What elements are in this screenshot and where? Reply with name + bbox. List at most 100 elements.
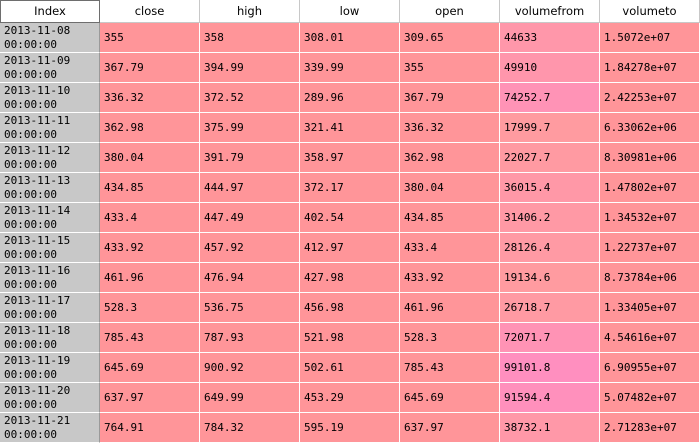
cell-low[interactable]: 453.29 [300,383,400,413]
index-cell[interactable]: 2013-11-21 00:00:00 [0,413,100,443]
column-header-open[interactable]: open [400,0,500,23]
cell-open[interactable]: 461.96 [400,293,500,323]
cell-volumefrom[interactable]: 17999.7 [500,113,600,143]
index-cell[interactable]: 2013-11-14 00:00:00 [0,203,100,233]
cell-high[interactable]: 447.49 [200,203,300,233]
cell-close[interactable]: 433.4 [100,203,200,233]
cell-high[interactable]: 784.32 [200,413,300,443]
cell-volumefrom[interactable]: 19134.6 [500,263,600,293]
cell-volumeto[interactable]: 2.71283e+07 [600,413,700,443]
cell-low[interactable]: 595.19 [300,413,400,443]
cell-volumefrom[interactable]: 49910 [500,53,600,83]
cell-close[interactable]: 380.04 [100,143,200,173]
cell-high[interactable]: 900.92 [200,353,300,383]
cell-open[interactable]: 785.43 [400,353,500,383]
cell-volumefrom[interactable]: 31406.2 [500,203,600,233]
cell-volumeto[interactable]: 1.47802e+07 [600,173,700,203]
cell-close[interactable]: 764.91 [100,413,200,443]
cell-low[interactable]: 289.96 [300,83,400,113]
index-cell[interactable]: 2013-11-18 00:00:00 [0,323,100,353]
cell-open[interactable]: 309.65 [400,23,500,53]
column-header-volumeto[interactable]: volumeto [600,0,700,23]
cell-volumeto[interactable]: 2.42253e+07 [600,83,700,113]
index-cell[interactable]: 2013-11-15 00:00:00 [0,233,100,263]
index-cell[interactable]: 2013-11-16 00:00:00 [0,263,100,293]
cell-high[interactable]: 457.92 [200,233,300,263]
cell-high[interactable]: 358 [200,23,300,53]
cell-volumefrom[interactable]: 99101.8 [500,353,600,383]
index-cell[interactable]: 2013-11-20 00:00:00 [0,383,100,413]
cell-open[interactable]: 433.4 [400,233,500,263]
cell-open[interactable]: 336.32 [400,113,500,143]
cell-volumeto[interactable]: 1.34532e+07 [600,203,700,233]
cell-close[interactable]: 367.79 [100,53,200,83]
column-header-close[interactable]: close [100,0,200,23]
index-cell[interactable]: 2013-11-09 00:00:00 [0,53,100,83]
index-cell[interactable]: 2013-11-11 00:00:00 [0,113,100,143]
cell-volumefrom[interactable]: 28126.4 [500,233,600,263]
cell-low[interactable]: 412.97 [300,233,400,263]
cell-volumeto[interactable]: 1.5072e+07 [600,23,700,53]
cell-volumefrom[interactable]: 26718.7 [500,293,600,323]
cell-volumefrom[interactable]: 22027.7 [500,143,600,173]
index-cell[interactable]: 2013-11-08 00:00:00 [0,23,100,53]
cell-close[interactable]: 461.96 [100,263,200,293]
cell-high[interactable]: 394.99 [200,53,300,83]
cell-volumefrom[interactable]: 91594.4 [500,383,600,413]
cell-volumeto[interactable]: 5.07482e+07 [600,383,700,413]
cell-volumefrom[interactable]: 36015.4 [500,173,600,203]
index-cell[interactable]: 2013-11-12 00:00:00 [0,143,100,173]
cell-low[interactable]: 372.17 [300,173,400,203]
cell-volumefrom[interactable]: 72071.7 [500,323,600,353]
cell-volumeto[interactable]: 1.84278e+07 [600,53,700,83]
cell-open[interactable]: 645.69 [400,383,500,413]
cell-high[interactable]: 444.97 [200,173,300,203]
cell-volumefrom[interactable]: 74252.7 [500,83,600,113]
cell-volumeto[interactable]: 8.30981e+06 [600,143,700,173]
cell-volumefrom[interactable]: 44633 [500,23,600,53]
cell-open[interactable]: 362.98 [400,143,500,173]
cell-open[interactable]: 434.85 [400,203,500,233]
cell-low[interactable]: 321.41 [300,113,400,143]
cell-close[interactable]: 645.69 [100,353,200,383]
cell-low[interactable]: 502.61 [300,353,400,383]
cell-high[interactable]: 787.93 [200,323,300,353]
cell-high[interactable]: 375.99 [200,113,300,143]
index-cell[interactable]: 2013-11-13 00:00:00 [0,173,100,203]
cell-open[interactable]: 367.79 [400,83,500,113]
cell-close[interactable]: 434.85 [100,173,200,203]
cell-high[interactable]: 649.99 [200,383,300,413]
cell-open[interactable]: 380.04 [400,173,500,203]
cell-close[interactable]: 637.97 [100,383,200,413]
index-header[interactable]: Index [0,0,100,23]
index-cell[interactable]: 2013-11-10 00:00:00 [0,83,100,113]
cell-low[interactable]: 427.98 [300,263,400,293]
cell-high[interactable]: 391.79 [200,143,300,173]
cell-low[interactable]: 339.99 [300,53,400,83]
column-header-low[interactable]: low [300,0,400,23]
cell-open[interactable]: 528.3 [400,323,500,353]
index-cell[interactable]: 2013-11-19 00:00:00 [0,353,100,383]
cell-close[interactable]: 336.32 [100,83,200,113]
cell-volumeto[interactable]: 8.73784e+06 [600,263,700,293]
cell-close[interactable]: 362.98 [100,113,200,143]
cell-open[interactable]: 355 [400,53,500,83]
column-header-volumefrom[interactable]: volumefrom [500,0,600,23]
cell-close[interactable]: 785.43 [100,323,200,353]
cell-close[interactable]: 433.92 [100,233,200,263]
cell-volumefrom[interactable]: 38732.1 [500,413,600,443]
index-cell[interactable]: 2013-11-17 00:00:00 [0,293,100,323]
cell-high[interactable]: 372.52 [200,83,300,113]
cell-volumeto[interactable]: 1.33405e+07 [600,293,700,323]
cell-low[interactable]: 308.01 [300,23,400,53]
cell-low[interactable]: 358.97 [300,143,400,173]
cell-high[interactable]: 476.94 [200,263,300,293]
cell-volumeto[interactable]: 6.33062e+06 [600,113,700,143]
column-header-high[interactable]: high [200,0,300,23]
cell-close[interactable]: 355 [100,23,200,53]
cell-high[interactable]: 536.75 [200,293,300,323]
cell-volumeto[interactable]: 6.90955e+07 [600,353,700,383]
cell-low[interactable]: 521.98 [300,323,400,353]
cell-open[interactable]: 433.92 [400,263,500,293]
